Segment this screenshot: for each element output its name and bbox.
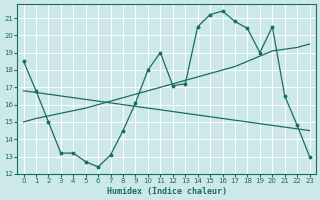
X-axis label: Humidex (Indice chaleur): Humidex (Indice chaleur): [107, 187, 227, 196]
